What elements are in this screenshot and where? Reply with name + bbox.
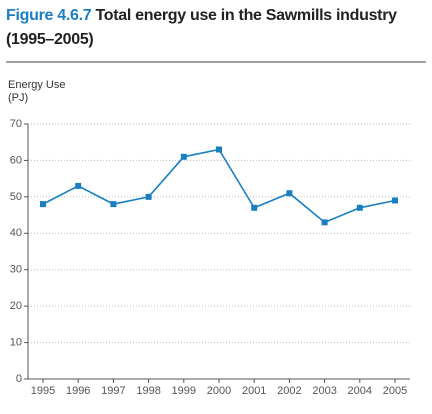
- marker: [356, 204, 363, 211]
- y-tick-label: 30: [10, 264, 22, 276]
- x-tick-label: 2002: [277, 385, 301, 397]
- y-tick-label: 40: [10, 227, 22, 239]
- x-tick-label: 1995: [31, 385, 55, 397]
- y-tick-label: 70: [10, 118, 22, 130]
- figure-label: Figure 4.6.7: [6, 7, 92, 24]
- x-tick-label: 2005: [383, 385, 407, 397]
- chart-title: Total energy use in the Sawmills industr…: [6, 7, 397, 48]
- x-tick-label: 1998: [136, 385, 160, 397]
- y-tick-label: 60: [10, 154, 22, 166]
- marker: [216, 146, 222, 153]
- marker: [145, 193, 152, 200]
- x-tick-label: 1996: [66, 385, 90, 397]
- y-tick-label: 20: [10, 300, 22, 312]
- x-tick-label: 2001: [242, 385, 266, 397]
- marker: [321, 219, 328, 226]
- marker: [110, 201, 117, 208]
- marker: [286, 190, 293, 197]
- marker: [251, 204, 258, 211]
- y-axis-label: Energy Use: [8, 79, 65, 91]
- title-block: Figure 4.6.7 Total energy use in the Saw…: [6, 4, 426, 52]
- marker: [180, 153, 187, 160]
- x-tick-label: 2003: [312, 385, 336, 397]
- marker: [40, 201, 46, 208]
- line: [42, 148, 396, 224]
- x-tick-label: 1999: [172, 385, 196, 397]
- marker: [75, 182, 82, 189]
- x-tick-label: 2000: [207, 385, 231, 397]
- x-tick-label: 2004: [348, 385, 372, 397]
- y-axis-label: (PJ): [8, 92, 28, 104]
- marker: [392, 197, 398, 204]
- y-tick-label: 50: [10, 191, 22, 203]
- y-tick-label: 0: [16, 373, 22, 385]
- x-tick-label: 1997: [101, 385, 125, 397]
- y-tick-label: 10: [10, 336, 22, 348]
